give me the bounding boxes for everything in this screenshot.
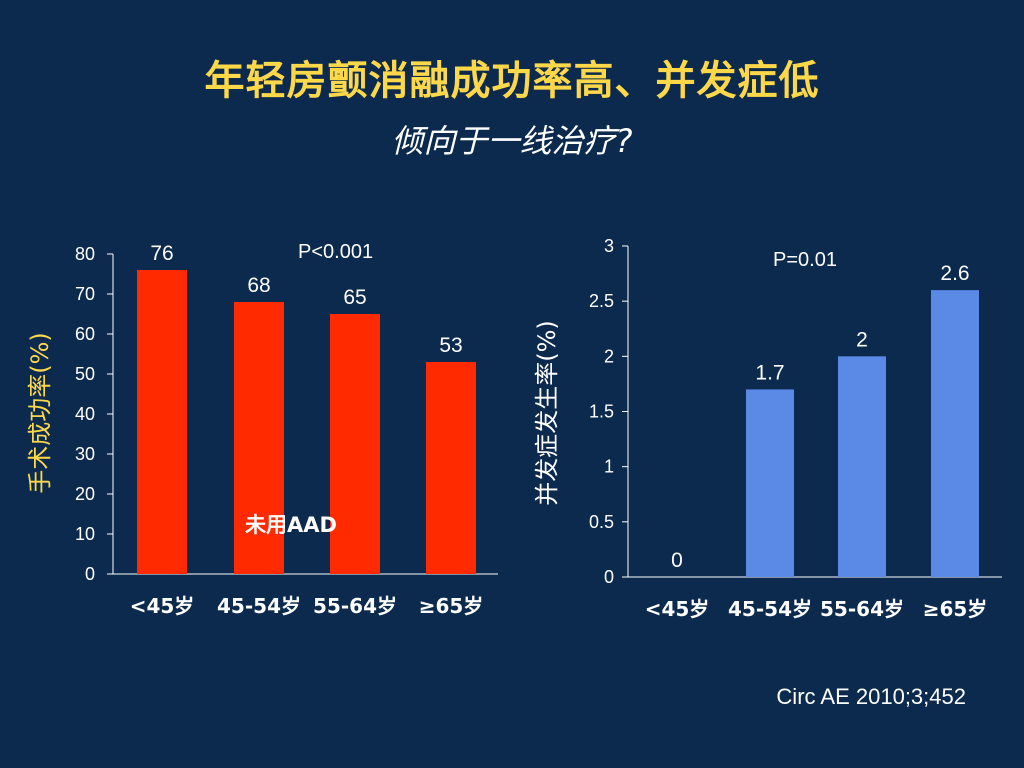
right-y-tick-label: 2	[604, 346, 614, 366]
left-bar	[234, 302, 284, 574]
left-no-aad-note: 未用AAD	[245, 513, 337, 537]
left-y-tick-label: 0	[85, 564, 95, 584]
left-data-label: 76	[150, 242, 173, 265]
right-y-ticks: 0 0.5 1 1.5 2 2.5 3	[589, 236, 628, 587]
right-chart: 0 0.5 1 1.5 2 2.5 3 0 1.7 2 2.6 <45岁 45-54岁 55-64岁 ≥…	[533, 236, 1002, 621]
right-y-tick-label: 3	[604, 236, 614, 256]
right-p-value: P=0.01	[773, 249, 837, 271]
right-y-tick-label: 1	[604, 457, 614, 477]
left-y-tick-label: 50	[75, 364, 95, 384]
left-category-label: 45-54岁	[217, 594, 301, 618]
left-chart: 0 10 20 30 40 50 60 70 80 76 68 65 53 <45岁 45-54岁 55-…	[26, 241, 498, 618]
left-y-tick-label: 20	[75, 484, 95, 504]
right-y-tick-label: 1.5	[589, 402, 614, 422]
left-p-value: P<0.001	[298, 241, 373, 263]
right-category-label: ≥65岁	[923, 597, 988, 621]
left-y-tick-label: 30	[75, 444, 95, 464]
right-data-label: 2	[856, 328, 868, 351]
right-data-label: 0	[671, 549, 683, 572]
left-data-label: 65	[343, 286, 366, 309]
citation: Circ AE 2010;3;452	[776, 684, 966, 709]
right-y-tick-label: 0	[604, 567, 614, 587]
right-bar	[838, 356, 886, 577]
left-data-labels: 76 68 65 53	[150, 242, 462, 357]
right-y-axis-title: 并发症发生率(%)	[533, 320, 561, 506]
left-y-tick-label: 40	[75, 404, 95, 424]
left-y-tick-label: 60	[75, 324, 95, 344]
left-y-axis-title: 手术成功率(%)	[26, 332, 54, 494]
left-y-tick-label: 80	[75, 244, 95, 264]
left-y-tick-label: 10	[75, 524, 95, 544]
left-category-labels: <45岁 45-54岁 55-64岁 ≥65岁	[130, 594, 484, 618]
right-data-label: 1.7	[755, 361, 784, 384]
left-category-label: <45岁	[130, 594, 195, 618]
right-category-labels: <45岁 45-54岁 55-64岁 ≥65岁	[645, 597, 988, 621]
left-category-label: ≥65岁	[419, 594, 484, 618]
right-category-label: 55-64岁	[820, 597, 904, 621]
slide-subtitle: 倾向于一线治疗?	[391, 122, 633, 160]
right-category-label: <45岁	[645, 597, 710, 621]
right-data-labels: 0 1.7 2 2.6	[671, 262, 969, 572]
right-bar	[931, 290, 979, 577]
right-bar	[746, 389, 794, 577]
left-data-label: 68	[247, 274, 270, 297]
left-bars	[137, 270, 476, 574]
left-bar	[137, 270, 187, 574]
right-y-tick-label: 2.5	[589, 291, 614, 311]
left-bar	[330, 314, 380, 574]
left-y-tick-label: 70	[75, 284, 95, 304]
left-bar	[426, 362, 476, 574]
left-data-label: 53	[439, 334, 462, 357]
left-y-ticks: 0 10 20 30 40 50 60 70 80	[75, 244, 113, 584]
right-bars	[746, 290, 979, 577]
right-y-tick-label: 0.5	[589, 512, 614, 532]
slide-title: 年轻房颤消融成功率高、并发症低	[204, 58, 820, 104]
right-category-label: 45-54岁	[728, 597, 812, 621]
right-data-label: 2.6	[940, 262, 969, 285]
left-category-label: 55-64岁	[313, 594, 397, 618]
